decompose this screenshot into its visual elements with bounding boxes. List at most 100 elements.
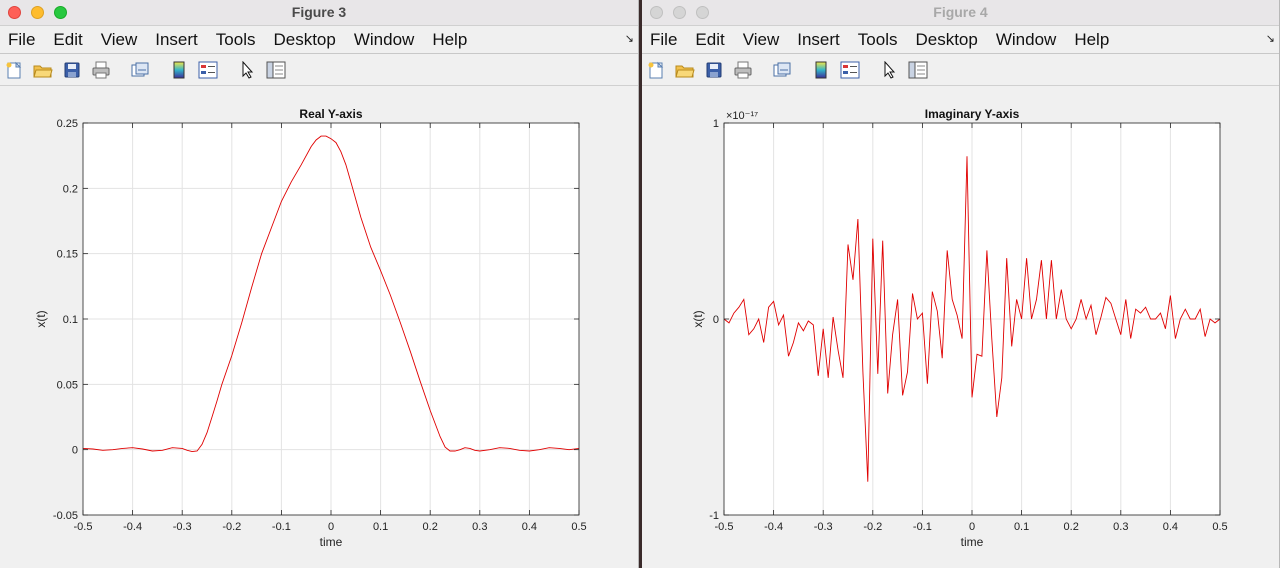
minimize-button[interactable] xyxy=(31,6,44,19)
x-tick-label: 0.2 xyxy=(1064,521,1079,533)
dock-arrow-icon[interactable]: ↘ xyxy=(624,33,634,45)
menu-help[interactable]: Help xyxy=(1074,29,1110,49)
x-tick-label: 0.5 xyxy=(571,521,586,533)
series-line xyxy=(723,156,1221,482)
x-tick-label: -0.2 xyxy=(222,521,241,533)
figure-toolbar xyxy=(0,54,638,86)
pointer-icon[interactable] xyxy=(237,60,257,80)
new-figure-icon[interactable] xyxy=(4,60,24,80)
x-axis-label: time xyxy=(320,535,343,549)
x-tick-labels: -0.5 -0.4 -0.3 -0.2 -0.1 0 0.1 0.2 0.3 0.4 0.5 xyxy=(74,521,587,533)
property-inspector-icon[interactable] xyxy=(266,60,286,80)
print-icon[interactable] xyxy=(91,60,111,80)
menu-window[interactable]: Window xyxy=(353,29,415,49)
dock-arrow-icon[interactable]: ↘ xyxy=(1265,33,1275,45)
x-tick-label: -0.3 xyxy=(814,521,833,533)
series-line xyxy=(82,135,580,453)
window-controls xyxy=(8,6,67,19)
pointer-icon[interactable] xyxy=(879,60,899,80)
zoom-button[interactable] xyxy=(696,6,709,19)
save-icon[interactable] xyxy=(62,60,82,80)
close-button[interactable] xyxy=(8,6,21,19)
figure-canvas[interactable]: -0.5 -0.4 -0.3 -0.2 -0.1 0 0.1 0.2 0.3 0.4 0.5 -1 0… xyxy=(642,87,1279,568)
window-controls xyxy=(650,6,709,19)
y-tick-label: -0.05 xyxy=(53,510,78,522)
legend-icon[interactable] xyxy=(198,60,218,80)
x-tick-label: 0.1 xyxy=(1014,521,1029,533)
menu-view[interactable]: View xyxy=(742,29,780,49)
zoom-button[interactable] xyxy=(54,6,67,19)
figure-3-window[interactable]: Figure 3 File Edit View Insert Tools Des… xyxy=(0,0,639,568)
menu-edit[interactable]: Edit xyxy=(53,29,83,49)
window-title: Figure 4 xyxy=(933,4,988,20)
close-button[interactable] xyxy=(650,6,663,19)
menu-window[interactable]: Window xyxy=(995,29,1057,49)
x-tick-label: 0.2 xyxy=(423,521,438,533)
x-tick-label: -0.4 xyxy=(764,521,783,533)
y-tick-label: -1 xyxy=(709,510,719,522)
imaginary-plot[interactable]: -0.5 -0.4 -0.3 -0.2 -0.1 0 0.1 0.2 0.3 0.4 0.5 -1 0… xyxy=(642,87,1280,568)
figure-toolbar xyxy=(642,54,1279,86)
colorbar-icon[interactable] xyxy=(169,60,189,80)
x-tick-label: 0.4 xyxy=(1163,521,1178,533)
tick-marks xyxy=(82,122,580,516)
title-bar[interactable]: Figure 3 xyxy=(0,0,638,26)
y-tick-label: 0.05 xyxy=(57,379,78,391)
menu-file[interactable]: File xyxy=(8,29,36,49)
menu-tools[interactable]: Tools xyxy=(215,29,256,49)
minimize-button[interactable] xyxy=(673,6,686,19)
figure-4-window[interactable]: Figure 4 File Edit View Insert Tools Des… xyxy=(642,0,1280,568)
y-axis-label: x(t) xyxy=(691,310,705,327)
x-tick-label: -0.4 xyxy=(123,521,142,533)
x-tick-label: -0.3 xyxy=(173,521,192,533)
x-tick-label: 0 xyxy=(328,521,334,533)
y-exponent-label: ×10⁻¹⁷ xyxy=(726,110,758,122)
menu-bar: File Edit View Insert Tools Desktop Wind… xyxy=(642,26,1279,54)
x-tick-label: -0.5 xyxy=(74,521,93,533)
save-icon[interactable] xyxy=(704,60,724,80)
y-tick-label: 0 xyxy=(72,445,78,457)
y-tick-label: 0 xyxy=(713,314,719,326)
chart-title: Imaginary Y-axis xyxy=(925,107,1020,121)
x-tick-labels: -0.5 -0.4 -0.3 -0.2 -0.1 0 0.1 0.2 0.3 0.4 0.5 xyxy=(715,521,1228,533)
x-tick-label: 0.1 xyxy=(373,521,388,533)
new-figure-icon[interactable] xyxy=(646,60,666,80)
x-tick-label: 0 xyxy=(969,521,975,533)
legend-icon[interactable] xyxy=(840,60,860,80)
y-tick-labels: -0.05 0 0.05 0.1 0.15 0.2 0.25 xyxy=(53,118,78,522)
menu-insert[interactable]: Insert xyxy=(797,29,840,49)
menu-tools[interactable]: Tools xyxy=(857,29,898,49)
menu-file[interactable]: File xyxy=(650,29,678,49)
real-plot[interactable]: -0.5 -0.4 -0.3 -0.2 -0.1 0 0.1 0.2 0.3 0.4 0.5 -0.… xyxy=(0,87,639,568)
figure-canvas[interactable]: -0.5 -0.4 -0.3 -0.2 -0.1 0 0.1 0.2 0.3 0.4 0.5 -0.… xyxy=(0,87,638,568)
x-tick-label: -0.2 xyxy=(863,521,882,533)
y-tick-labels: -1 0 1 xyxy=(709,118,719,522)
menu-bar: File Edit View Insert Tools Desktop Wind… xyxy=(0,26,638,54)
menu-desktop[interactable]: Desktop xyxy=(273,29,336,49)
x-tick-label: 0.4 xyxy=(522,521,537,533)
x-tick-label: 0.3 xyxy=(1113,521,1128,533)
open-file-icon[interactable] xyxy=(33,60,53,80)
property-inspector-icon[interactable] xyxy=(908,60,928,80)
x-tick-label: -0.1 xyxy=(272,521,291,533)
x-tick-label: -0.5 xyxy=(715,521,734,533)
y-tick-label: 0.15 xyxy=(57,249,78,261)
colorbar-icon[interactable] xyxy=(811,60,831,80)
menu-insert[interactable]: Insert xyxy=(155,29,198,49)
open-file-icon[interactable] xyxy=(675,60,695,80)
menu-view[interactable]: View xyxy=(100,29,138,49)
x-tick-label: 0.5 xyxy=(1212,521,1227,533)
menu-desktop[interactable]: Desktop xyxy=(915,29,978,49)
print-icon[interactable] xyxy=(733,60,753,80)
menu-edit[interactable]: Edit xyxy=(695,29,725,49)
x-axis-label: time xyxy=(961,535,984,549)
link-axes-icon[interactable] xyxy=(130,60,150,80)
y-tick-label: 0.2 xyxy=(63,183,78,195)
y-tick-label: 0.25 xyxy=(57,118,78,130)
y-tick-label: 1 xyxy=(713,118,719,130)
tick-marks xyxy=(723,122,1221,516)
link-axes-icon[interactable] xyxy=(772,60,792,80)
x-tick-label: -0.1 xyxy=(913,521,932,533)
title-bar[interactable]: Figure 4 xyxy=(642,0,1279,26)
menu-help[interactable]: Help xyxy=(432,29,468,49)
